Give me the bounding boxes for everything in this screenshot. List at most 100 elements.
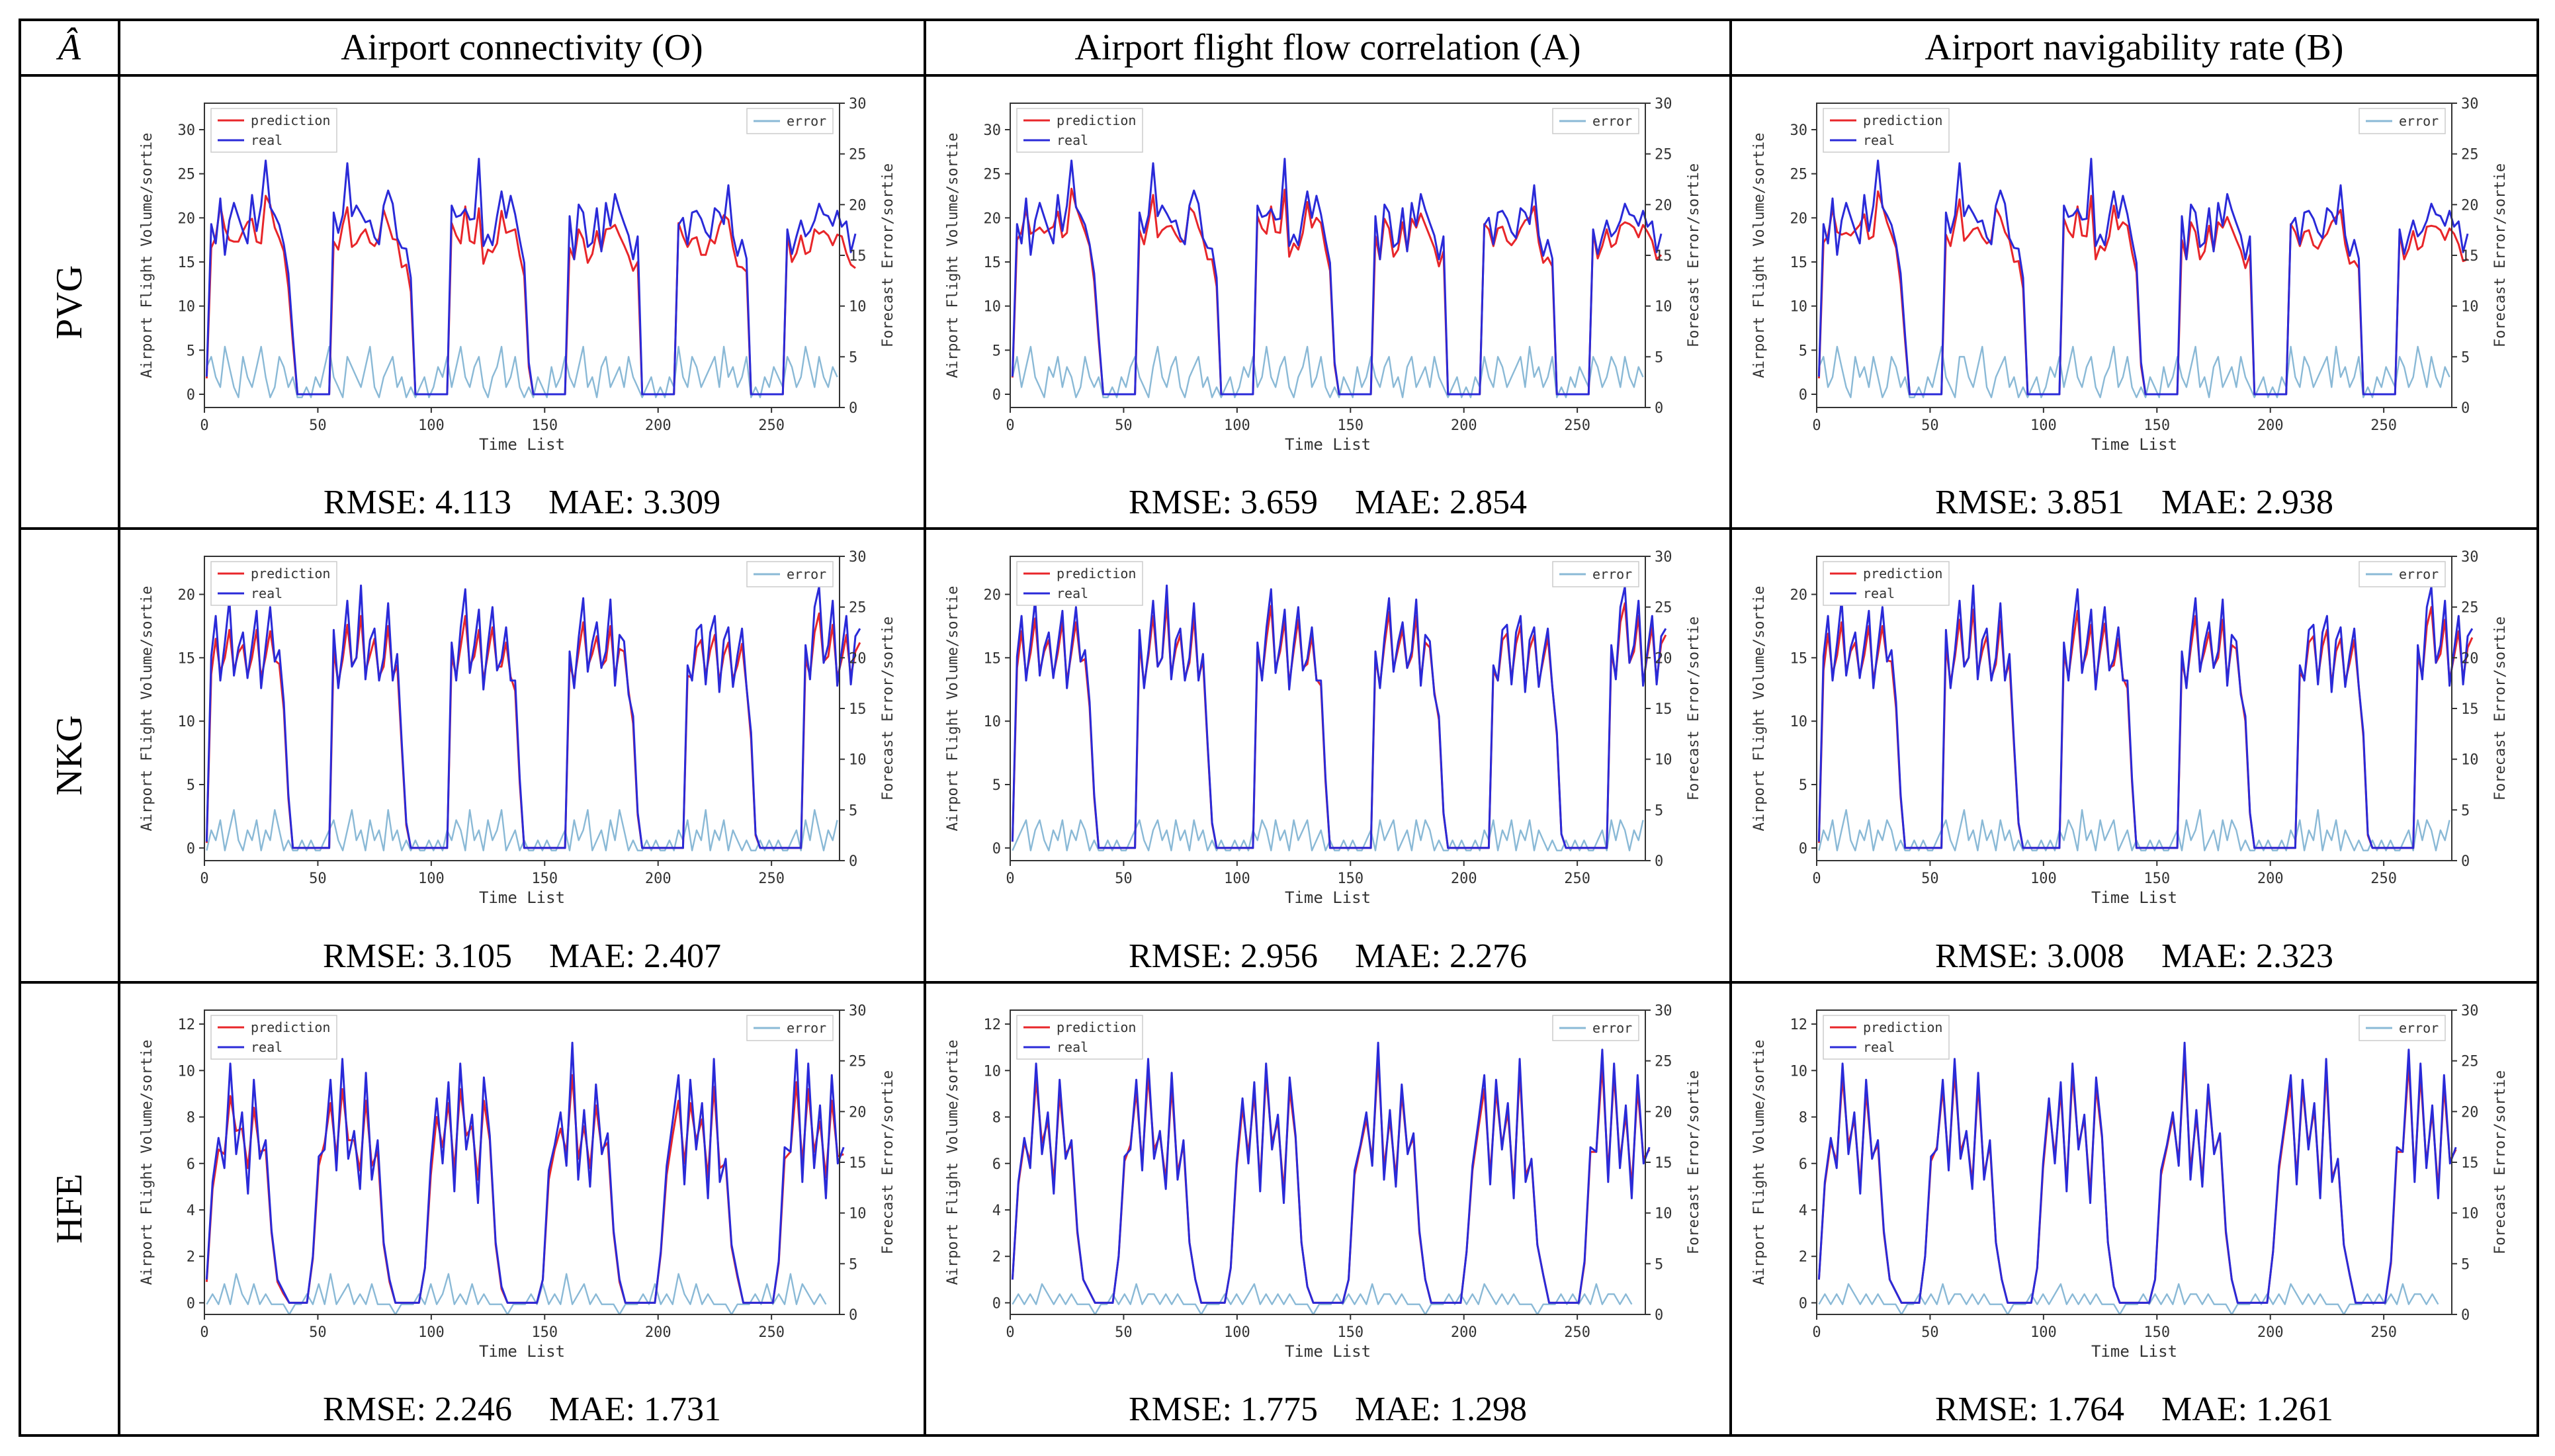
- airport-label: PVG: [49, 265, 90, 339]
- prediction-series-line: [205, 613, 861, 849]
- mae-prefix: MAE:: [1355, 1391, 1450, 1428]
- legend-label-error: error: [1592, 566, 1632, 582]
- line-chart: 0 50 100 150 200 25005101520051015202530Time …: [1751, 549, 2509, 907]
- y2-tick-label: 20: [849, 1104, 867, 1121]
- y-tick-label: 20: [984, 210, 1002, 227]
- legend-label-error: error: [2399, 113, 2439, 129]
- y2-tick-label: 20: [2461, 197, 2479, 214]
- metrics: RMSE: 3.008 MAE: 2.323: [1732, 937, 2536, 976]
- error-series-line: [1818, 809, 2450, 852]
- mae-prefix: MAE:: [1355, 484, 1450, 522]
- real-series-line: [205, 584, 861, 849]
- y-tick-label: 0: [992, 387, 1001, 404]
- airport-label: NKG: [49, 715, 90, 796]
- y2-tick-label: 10: [849, 1205, 867, 1222]
- mae-value: MAE: 2.323: [2161, 937, 2333, 975]
- y-axis-label: Airport Flight Volume/sortie: [1751, 586, 1768, 832]
- rmse-value: RMSE: 2.246: [323, 1391, 512, 1428]
- x-tick-label: 200: [1451, 417, 1477, 434]
- real-series-line: [1817, 1041, 2457, 1304]
- x-tick-label: 200: [645, 417, 671, 434]
- y2-tick-label: 20: [2461, 651, 2479, 667]
- y-tick-label: 2: [187, 1249, 195, 1265]
- y2-tick-label: 5: [849, 803, 857, 820]
- rmse-number: 3.659: [1240, 484, 1319, 522]
- y2-tick-label: 10: [1655, 752, 1672, 769]
- x-tick-label: 0: [1812, 1324, 1821, 1341]
- x-axis-label: Time List: [479, 435, 565, 454]
- y-tick-label: 30: [178, 122, 196, 139]
- y-tick-label: 20: [178, 587, 196, 604]
- corner-symbol: Â: [19, 19, 120, 77]
- y2-tick-label: 0: [1655, 853, 1663, 870]
- line-chart: 0 50 100 150 200 250 0 2 4 6 8 10 12 0 5 10 15 20 25 30 Time…: [945, 1003, 1702, 1361]
- y-tick-label: 4: [1799, 1203, 1807, 1219]
- rmse-prefix: RMSE:: [1128, 937, 1241, 975]
- x-tick-label: 250: [2370, 871, 2397, 887]
- legend-label-prediction: prediction: [251, 112, 330, 128]
- rmse-value: RMSE: 3.851: [1935, 484, 2124, 521]
- header-row: Â Airport connectivity (O) Airport fligh…: [19, 19, 2539, 77]
- metrics: RMSE: 3.659 MAE: 2.854: [926, 483, 1729, 522]
- x-tick-label: 50: [1115, 871, 1133, 887]
- table-row: PVG 0 50 100 150 200 250 0 5 10 15 20 25 30 0 5 10 15 20 2…: [19, 73, 2539, 531]
- y2-axis-label: Forecast Error/sortie: [1686, 1070, 1702, 1254]
- line-chart: 0 50 100 150 200 250 0 2 4 6 8 10 12 0 5 10 15 20 25 30 Time…: [139, 1003, 896, 1361]
- legend-label-prediction: prediction: [1863, 1019, 1942, 1035]
- y2-axis-label: Forecast Error/sortie: [2492, 617, 2509, 800]
- x-tick-label: 200: [2257, 417, 2284, 434]
- x-axis-label: Time List: [1285, 1342, 1371, 1361]
- y-tick-label: 0: [187, 387, 195, 404]
- legend-label-real: real: [1057, 132, 1088, 148]
- legend-box: [1016, 1014, 1143, 1060]
- x-tick-label: 200: [645, 1324, 671, 1341]
- rmse-value: RMSE: 3.008: [1935, 937, 2124, 975]
- result-cell: 0 50 100 150 200 250 0 5 10 15 20 0 5 10 15 20 25 30 Time …: [1729, 527, 2539, 984]
- mae-prefix: MAE:: [2161, 484, 2257, 522]
- x-tick-label: 250: [758, 417, 785, 434]
- x-tick-label: 0: [1812, 417, 1821, 434]
- y2-tick-label: 0: [2461, 853, 2470, 870]
- x-tick-label: 0: [1006, 871, 1014, 887]
- y-tick-label: 5: [187, 343, 195, 359]
- y-tick-label: 0: [992, 841, 1001, 857]
- y-tick-label: 6: [992, 1156, 1001, 1172]
- y-tick-label: 25: [178, 167, 196, 183]
- legend-box: [210, 1014, 337, 1060]
- rmse-number: 4.113: [435, 484, 512, 522]
- x-tick-label: 250: [1564, 1324, 1590, 1341]
- y2-tick-label: 5: [849, 349, 857, 366]
- error-series-line: [206, 809, 838, 852]
- x-tick-label: 100: [418, 1324, 445, 1341]
- y-tick-label: 15: [1790, 651, 1808, 667]
- mae-number: 2.276: [1450, 937, 1528, 975]
- rmse-number: 3.105: [435, 937, 513, 975]
- y2-tick-label: 20: [849, 651, 867, 667]
- x-axis-label: Time List: [479, 1342, 565, 1361]
- legend-label-real: real: [1863, 1039, 1895, 1055]
- y2-axis-label: Forecast Error/sortie: [880, 163, 896, 347]
- rmse-value: RMSE: 3.659: [1129, 484, 1318, 521]
- y-tick-label: 10: [178, 714, 196, 730]
- y-axis-label: Airport Flight Volume/sortie: [945, 586, 961, 832]
- y-axis-label: Airport Flight Volume/sortie: [1751, 133, 1768, 378]
- legend-label-real: real: [251, 1039, 282, 1055]
- y-tick-label: 10: [984, 1063, 1002, 1080]
- y2-tick-label: 30: [849, 549, 867, 566]
- y-tick-label: 20: [178, 210, 196, 227]
- y-tick-label: 15: [1790, 255, 1808, 271]
- x-tick-label: 150: [2144, 1324, 2170, 1341]
- y-tick-label: 12: [984, 1017, 1002, 1033]
- mae-value: MAE: 2.854: [1355, 484, 1527, 521]
- x-tick-label: 50: [1115, 1324, 1133, 1341]
- mae-prefix: MAE:: [549, 1391, 644, 1428]
- y-tick-label: 5: [992, 343, 1001, 359]
- y-tick-label: 8: [992, 1109, 1001, 1126]
- y2-tick-label: 0: [849, 853, 857, 870]
- rmse-number: 3.008: [2047, 937, 2125, 975]
- line-chart: 0 50 100 150 200 250 0 5 10 15 20 25 30 0 5 10 15 20 25 30 T…: [1751, 96, 2509, 454]
- x-tick-label: 250: [2370, 417, 2397, 434]
- y2-tick-label: 25: [849, 147, 867, 163]
- real-series-line: [1011, 1041, 1651, 1304]
